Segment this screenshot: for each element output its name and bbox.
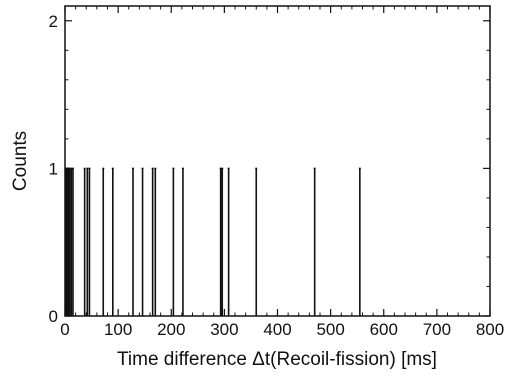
x-tick-label-8: 800 <box>476 320 504 339</box>
x-tick-label-2: 200 <box>157 320 185 339</box>
y-axis-ticks: 0 1 2 <box>49 12 490 326</box>
x-tick-label-6: 600 <box>370 320 398 339</box>
plot-frame <box>65 6 490 316</box>
x-tick-label-4: 400 <box>263 320 291 339</box>
x-axis-label: Time difference Δt(Recoil-fission) [ms] <box>117 349 437 370</box>
x-axis-ticks: 0 100 200 300 400 500 600 700 800 <box>60 6 504 339</box>
x-tick-label-1: 100 <box>104 320 132 339</box>
y-axis-label: Counts <box>10 131 31 191</box>
x-tick-label-7: 700 <box>423 320 451 339</box>
x-tick-label-0: 0 <box>60 320 69 339</box>
x-tick-label-5: 500 <box>316 320 344 339</box>
y-tick-label-2: 2 <box>49 12 58 31</box>
y-tick-label-1: 1 <box>49 159 58 178</box>
x-tick-label-3: 300 <box>210 320 238 339</box>
y-tick-label-0: 0 <box>49 307 58 326</box>
event-bars <box>65 168 361 316</box>
